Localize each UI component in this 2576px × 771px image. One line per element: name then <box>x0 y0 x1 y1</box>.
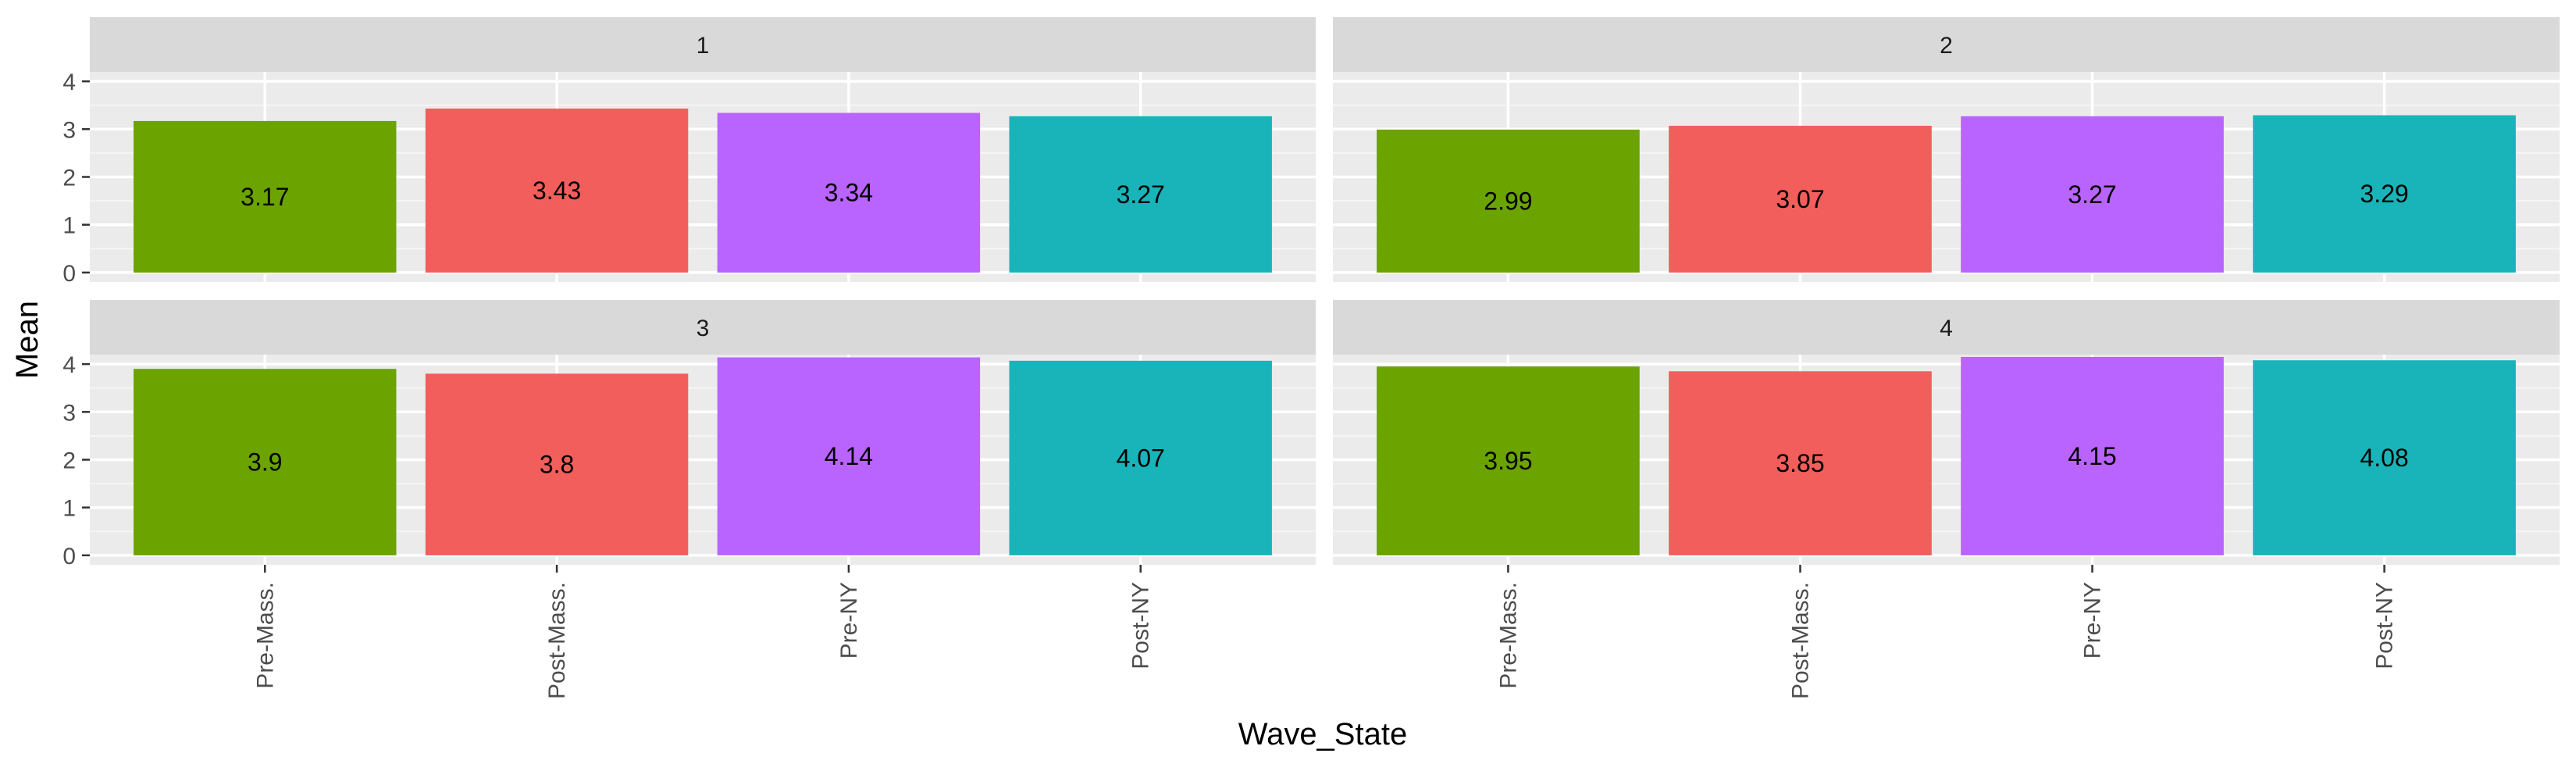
bar-post-ny <box>1009 116 1272 273</box>
bar-post-mass <box>425 108 689 273</box>
y-tick-label: 1 <box>62 496 76 522</box>
y-tick-label: 0 <box>62 544 76 569</box>
bar-value-label: 3.34 <box>825 179 873 207</box>
bar-pre-ny <box>1961 356 2224 555</box>
facet-strip-label: 4 <box>1940 316 1953 341</box>
bar-value-label: 3.95 <box>1484 447 1532 475</box>
bar-value-label: 3.8 <box>540 451 574 479</box>
bar-post-ny <box>1009 360 1272 555</box>
facet-strip-label: 1 <box>697 33 710 59</box>
bar-value-label: 3.9 <box>248 448 282 477</box>
x-axis-title: Wave_State <box>1238 717 1407 751</box>
y-tick-label: 3 <box>62 117 76 143</box>
facet-panels: 1 3.17 3.43 3.34 3.27 0 1 2 3 4 2 2.99 3.07 3.27 3.29 3… <box>62 17 2560 699</box>
bar-value-label: 2.99 <box>1484 187 1532 215</box>
bar-value-label: 4.15 <box>2068 442 2116 470</box>
bar-post-mass <box>425 373 689 555</box>
bar-post-mass <box>1669 371 1932 555</box>
y-axis-title: Mean <box>10 301 45 379</box>
bar-value-label: 4.07 <box>1117 444 1165 472</box>
bar-value-label: 3.27 <box>2068 180 2116 209</box>
bar-pre-mass <box>1377 129 1640 273</box>
facet-panel-3: 3 3.9 3.8 4.14 4.07 0 1 2 3 4 Pre-Mass. Post-Mass. P… <box>62 300 1316 699</box>
x-tick-label: Post-NY <box>1128 582 1154 669</box>
bar-post-ny <box>2253 360 2516 555</box>
facet-strip <box>90 17 1316 72</box>
y-tick-label: 1 <box>62 213 76 239</box>
y-tick-label: 3 <box>62 400 76 426</box>
bar-value-label: 3.29 <box>2360 180 2408 208</box>
facet-panel-2: 2 2.99 3.07 3.27 3.29 <box>1333 17 2560 282</box>
facet-panel-4: 4 3.95 3.85 4.15 4.08 Pre-Mass. Post-Mass. Pre-… <box>1333 300 2560 699</box>
y-tick-label: 4 <box>62 70 76 95</box>
bar-value-label: 3.85 <box>1776 449 1824 477</box>
bar-value-label: 3.07 <box>1776 185 1824 213</box>
bar-value-label: 4.08 <box>2360 444 2408 472</box>
x-tick-label: Post-Mass. <box>544 582 570 699</box>
facet-panel-1: 1 3.17 3.43 3.34 3.27 0 1 2 3 4 <box>62 17 1316 287</box>
bar-value-label: 3.17 <box>240 183 289 211</box>
bar-value-label: 4.14 <box>825 442 873 470</box>
bar-pre-ny <box>1961 116 2224 273</box>
x-tick-label: Pre-NY <box>836 582 862 659</box>
x-tick-label: Post-NY <box>2372 582 2398 669</box>
x-tick-label: Pre-Mass. <box>252 582 278 689</box>
y-tick-label: 2 <box>62 166 76 191</box>
facet-strip <box>1333 300 2560 355</box>
y-tick-label: 0 <box>62 261 76 287</box>
bar-pre-mass <box>1377 366 1640 555</box>
bar-pre-ny <box>717 357 981 555</box>
x-tick-label: Post-Mass. <box>1787 582 1813 699</box>
bar-value-label: 3.27 <box>1117 180 1165 209</box>
facet-strip-label: 3 <box>697 316 710 341</box>
facet-strip <box>90 300 1316 355</box>
bar-pre-ny <box>717 112 981 273</box>
facet-strip-label: 2 <box>1940 33 1953 59</box>
x-tick-label: Pre-NY <box>2080 582 2106 659</box>
x-tick-label: Pre-Mass. <box>1495 582 1521 689</box>
bar-pre-mass <box>134 120 397 273</box>
y-tick-label: 2 <box>62 448 76 474</box>
facet-strip <box>1333 17 2560 72</box>
bar-pre-mass <box>134 369 397 555</box>
bar-post-ny <box>2253 115 2516 273</box>
y-tick-label: 4 <box>62 352 76 378</box>
bar-post-mass <box>1669 126 1932 273</box>
bar-value-label: 3.43 <box>533 177 581 205</box>
